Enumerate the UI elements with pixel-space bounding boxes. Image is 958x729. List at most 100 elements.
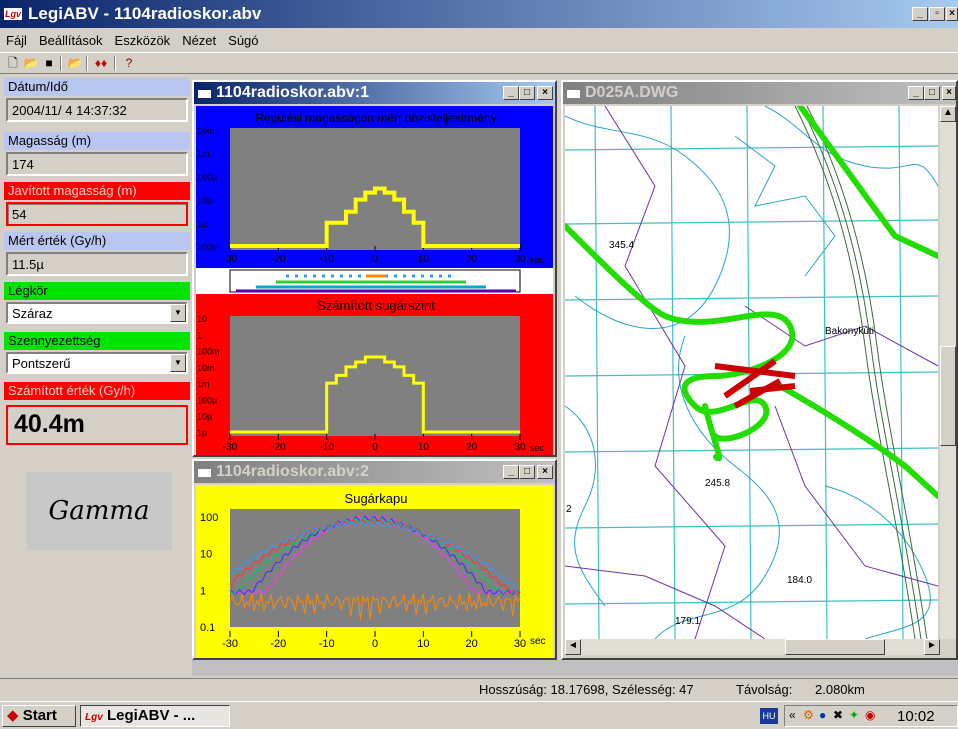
y-tick-label: 1m (197, 379, 210, 389)
window-plot-1-titlebar: 1104radioskor.abv:1 _ □ × (194, 82, 555, 104)
taskbar: ◆ Start Lgv LegiABV - ... HU « ⚙ ● ✖ ✦ ◉… (0, 701, 958, 729)
map-vertical-scrollbar[interactable]: ▲ (940, 106, 956, 639)
menu-help[interactable]: Súgó (228, 33, 259, 48)
win1-maximize-button[interactable]: □ (519, 86, 535, 100)
network-disconnected-icon[interactable]: ✖ (833, 708, 844, 722)
atmosphere-select[interactable]: Száraz ▼ (6, 302, 188, 324)
x-tick-label: -10 (319, 254, 334, 265)
measured-label: Mért érték (Gy/h) (4, 232, 190, 250)
plot-bottom-yticks: 10 1 100m 10m 1m 100µ 10µ 1µ (197, 314, 220, 438)
bluetooth-icon[interactable]: ● (819, 708, 827, 722)
status-coords: Hosszúság: 18.17698, Szélesség: 47 (479, 682, 694, 697)
x-tick-label: 20 (466, 254, 478, 265)
map-label-4: 184.0 (787, 575, 812, 586)
map-label-3: 245.8 (705, 478, 730, 489)
datetime-label: Dátum/Idő (4, 78, 190, 96)
map-label-6: 2 (566, 504, 572, 515)
window-plot-1: 1104radioskor.abv:1 _ □ × Repülési magas… (192, 80, 557, 457)
tray-expand-icon[interactable]: « (789, 708, 796, 722)
menu-file[interactable]: Fájl (6, 33, 27, 48)
chevron-down-icon[interactable]: ▼ (170, 354, 186, 372)
map-hscroll-thumb[interactable] (785, 639, 885, 655)
gamma-logo: Gamma (26, 472, 172, 550)
left-panel: Dátum/Idő 2004/11/ 4 14:37:32 Magasság (… (0, 76, 192, 660)
scroll-up-icon[interactable]: ▲ (940, 106, 956, 122)
map-horizontal-scrollbar[interactable]: ◄ ► (565, 639, 940, 655)
ati-icon[interactable]: ◉ (865, 708, 876, 722)
map-label-2: Bakonykúti (825, 326, 874, 337)
clock[interactable]: 10:02 (897, 708, 935, 725)
plot-top-xunit: sec (530, 255, 545, 265)
chevron-down-icon[interactable]: ▼ (170, 304, 186, 322)
win2-maximize-button[interactable]: □ (519, 465, 535, 479)
contamination-select[interactable]: Pontszerű ▼ (6, 352, 188, 374)
map-canvas[interactable]: 345.4 Bakonykúti 245.8 184.0 179.1 2 (565, 106, 938, 639)
y-tick-label: 0.1 (200, 622, 215, 634)
win2-close-button[interactable]: × (537, 465, 553, 479)
win3-minimize-button[interactable]: _ (908, 86, 924, 100)
status-distance-value: 2.080km (815, 682, 865, 697)
x-tick-label: -30 (223, 254, 238, 265)
scroll-right-icon[interactable]: ► (924, 639, 940, 655)
y-tick-label: 10 (197, 314, 207, 324)
taskbar-item-legiabv[interactable]: Lgv LegiABV - ... (80, 705, 230, 727)
status-bar: Hosszúság: 18.17698, Szélesség: 47 Távol… (0, 678, 958, 700)
y-tick-label: 1µ (197, 219, 207, 229)
taskbar-item-label: LegiABV - ... (106, 707, 196, 724)
language-indicator[interactable]: HU (760, 708, 778, 724)
win1-minimize-button[interactable]: _ (503, 86, 519, 100)
open-file-icon[interactable]: 📂 (23, 56, 39, 70)
win3-close-button[interactable]: × (942, 86, 956, 100)
menu-tools[interactable]: Eszközök (114, 33, 171, 48)
plot-top-title: Repülési magasságon mért dózisteljesítmé… (255, 111, 496, 125)
tray-app-icon[interactable]: ✦ (849, 708, 860, 722)
x-tick-label: -20 (271, 442, 286, 453)
app-minimize-button[interactable]: _ (912, 7, 928, 21)
y-tick-label: 1 (197, 330, 202, 340)
win3-maximize-button[interactable]: □ (924, 86, 940, 100)
altitude-field: 174 (6, 152, 188, 176)
corr-altitude-field: 54 (6, 202, 188, 226)
map-vscroll-thumb[interactable] (940, 346, 956, 446)
app-title-bar: Lgv LegiABV - 1104radioskor.abv _ ▫ × (0, 0, 958, 28)
y-tick-label: 1µ (197, 428, 207, 438)
network-icon[interactable]: ⚙ (803, 708, 814, 722)
open-folder-icon[interactable]: 📂 (67, 56, 83, 70)
win2-minimize-button[interactable]: _ (503, 465, 519, 479)
x-tick-label: 20 (466, 442, 478, 453)
x-tick-label: 20 (466, 638, 478, 650)
map-contours (565, 106, 938, 639)
start-label: Start (22, 707, 57, 724)
x-tick-label: 30 (514, 254, 526, 265)
map-label-1: 345.4 (609, 240, 634, 251)
flight-track (565, 106, 938, 499)
win1-close-button[interactable]: × (537, 86, 553, 100)
x-tick-label: 0 (372, 638, 378, 650)
sugarkapu-series-4 (229, 520, 521, 593)
status-distance-label: Távolság: (736, 682, 793, 697)
map-railway (794, 106, 928, 639)
window-icon (198, 87, 211, 98)
main-horizontal-scrollbar[interactable] (192, 660, 958, 676)
sugarkapu-series-1 (229, 515, 521, 596)
app-close-button[interactable]: × (946, 7, 958, 21)
app-restore-button[interactable]: ▫ (929, 7, 945, 21)
map-label-5: 179.1 (675, 616, 700, 627)
flight-track-hot (714, 358, 796, 409)
scroll-left-icon[interactable]: ◄ (565, 639, 581, 655)
split-icon[interactable]: ♦♦ (94, 56, 108, 70)
y-tick-label: 100µ (197, 395, 217, 405)
start-button[interactable]: ◆ Start (2, 705, 76, 727)
help-icon[interactable]: ? (125, 56, 133, 70)
window-plot-2-titlebar: 1104radioskor.abv:2 _ □ × (194, 461, 555, 483)
x-tick-label: 30 (514, 638, 526, 650)
sugarkapu-series-0 (229, 514, 521, 596)
plot-2-yticks: 100 10 1 0.1 (200, 512, 218, 634)
contamination-label: Szennyezettség (4, 332, 190, 350)
menu-settings[interactable]: Beállítások (38, 33, 103, 48)
menu-view[interactable]: Nézet (182, 33, 217, 48)
new-file-icon[interactable]: 🗋 (8, 56, 18, 70)
x-tick-label: -30 (222, 638, 238, 650)
x-tick-label: 0 (372, 442, 378, 453)
save-icon[interactable]: ■ (45, 56, 53, 70)
